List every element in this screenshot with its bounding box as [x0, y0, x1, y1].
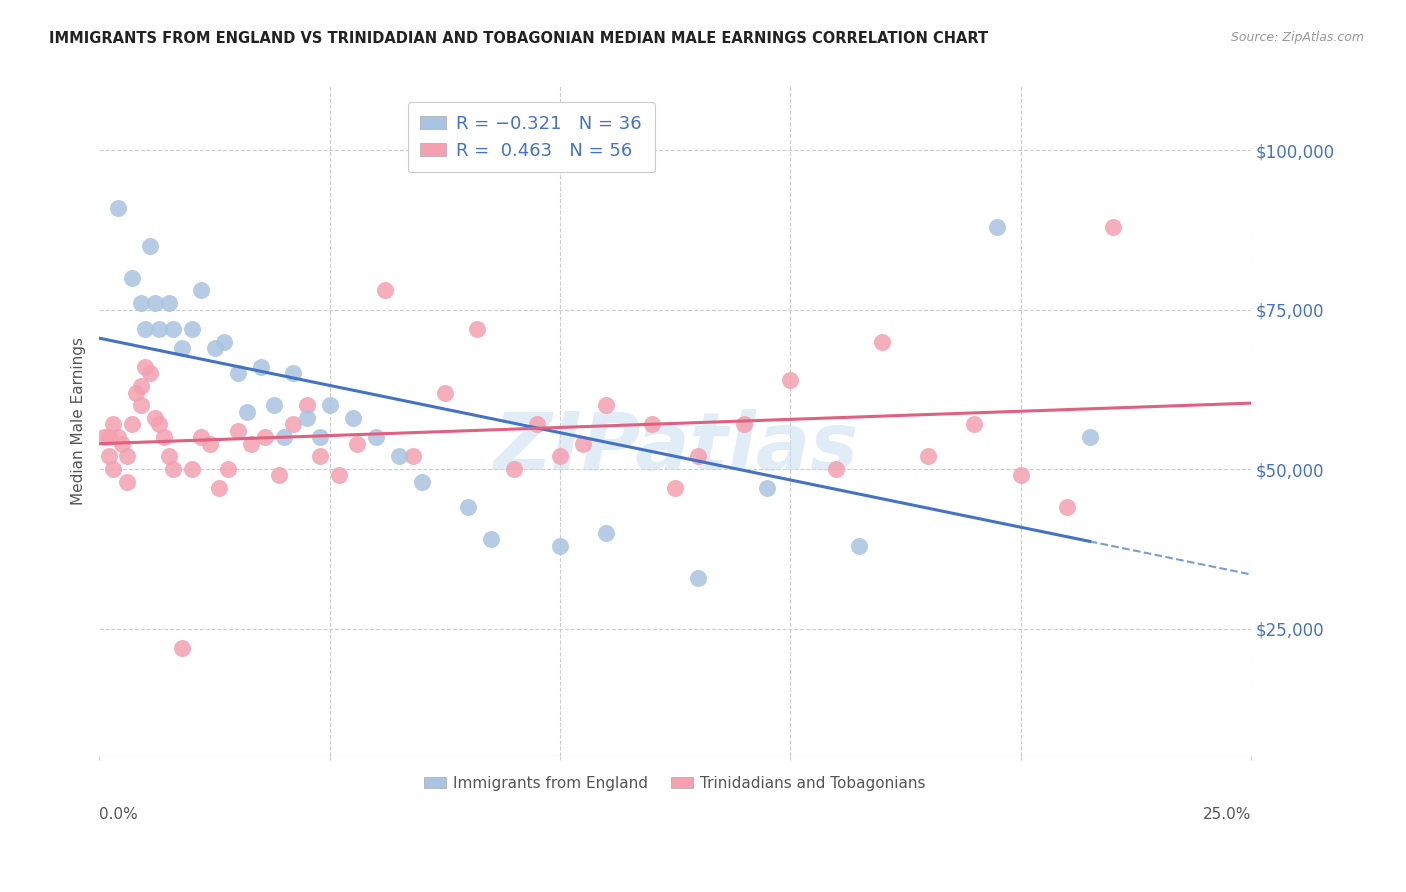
Point [526, 417, 548, 432]
Point [1078, 430, 1101, 444]
Point [208, 481, 231, 495]
Point [115, 475, 138, 489]
Point [249, 359, 271, 374]
Point [267, 468, 290, 483]
Point [254, 430, 277, 444]
Point [121, 417, 143, 432]
Point [433, 385, 456, 400]
Point [157, 296, 180, 310]
Point [139, 239, 162, 253]
Point [465, 322, 488, 336]
Point [1010, 468, 1032, 483]
Point [548, 539, 571, 553]
Text: 0.0%: 0.0% [100, 807, 138, 822]
Point [281, 417, 304, 432]
Point [1101, 219, 1123, 234]
Point [374, 284, 396, 298]
Point [129, 398, 152, 412]
Point [121, 270, 143, 285]
Point [295, 398, 318, 412]
Text: ZIPatlas: ZIPatlas [492, 409, 858, 487]
Point [548, 450, 571, 464]
Point [172, 341, 194, 355]
Point [111, 436, 134, 450]
Point [143, 411, 166, 425]
Point [318, 398, 340, 412]
Point [190, 284, 212, 298]
Point [103, 462, 125, 476]
Y-axis label: Median Male Earnings: Median Male Earnings [72, 337, 86, 505]
Point [180, 322, 202, 336]
Point [457, 500, 479, 515]
Point [263, 398, 285, 412]
Point [273, 430, 295, 444]
Point [198, 436, 221, 450]
Point [217, 462, 239, 476]
Point [162, 462, 184, 476]
Point [309, 450, 332, 464]
Point [134, 359, 156, 374]
Point [240, 436, 263, 450]
Point [848, 539, 870, 553]
Point [93, 430, 115, 444]
Point [236, 405, 259, 419]
Text: 25.0%: 25.0% [1202, 807, 1251, 822]
Point [204, 341, 226, 355]
Point [346, 436, 368, 450]
Point [664, 481, 686, 495]
Point [328, 468, 350, 483]
Point [281, 367, 304, 381]
Point [162, 322, 184, 336]
Point [226, 367, 249, 381]
Point [688, 450, 710, 464]
Point [143, 296, 166, 310]
Point [309, 430, 332, 444]
Point [688, 570, 710, 584]
Point [153, 430, 176, 444]
Point [180, 462, 202, 476]
Point [226, 424, 249, 438]
Point [825, 462, 848, 476]
Point [129, 379, 152, 393]
Point [733, 417, 755, 432]
Point [595, 525, 617, 540]
Legend: Immigrants from England, Trinidadians and Tobagonians: Immigrants from England, Trinidadians an… [416, 769, 934, 798]
Point [107, 430, 129, 444]
Point [139, 367, 162, 381]
Point [388, 450, 411, 464]
Point [134, 322, 156, 336]
Point [479, 533, 502, 547]
Point [756, 481, 779, 495]
Point [97, 430, 120, 444]
Point [107, 201, 129, 215]
Point [172, 640, 194, 655]
Text: Source: ZipAtlas.com: Source: ZipAtlas.com [1230, 31, 1364, 45]
Point [641, 417, 664, 432]
Point [342, 411, 364, 425]
Point [148, 322, 170, 336]
Point [572, 436, 595, 450]
Point [401, 450, 423, 464]
Text: IMMIGRANTS FROM ENGLAND VS TRINIDADIAN AND TOBAGONIAN MEDIAN MALE EARNINGS CORRE: IMMIGRANTS FROM ENGLAND VS TRINIDADIAN A… [49, 31, 988, 46]
Point [872, 334, 894, 349]
Point [779, 373, 801, 387]
Point [503, 462, 526, 476]
Point [917, 450, 939, 464]
Point [97, 450, 120, 464]
Point [103, 417, 125, 432]
Point [295, 411, 318, 425]
Point [963, 417, 986, 432]
Point [157, 450, 180, 464]
Point [129, 296, 152, 310]
Point [364, 430, 387, 444]
Point [986, 219, 1008, 234]
Point [148, 417, 170, 432]
Point [595, 398, 617, 412]
Point [115, 450, 138, 464]
Point [125, 385, 148, 400]
Point [1056, 500, 1078, 515]
Point [411, 475, 433, 489]
Point [212, 334, 235, 349]
Point [190, 430, 212, 444]
